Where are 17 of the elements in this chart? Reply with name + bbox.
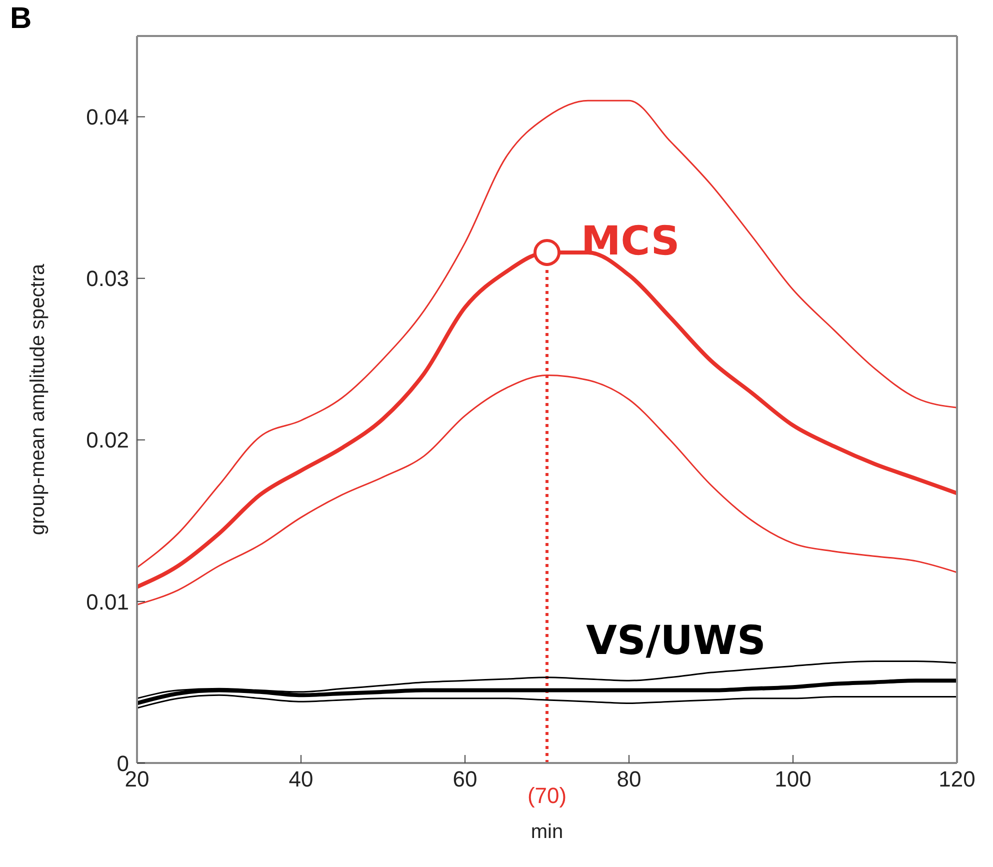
y-tick-label: 0.04 [86,104,129,130]
x-tick-label: 100 [774,766,812,792]
y-tick-label: 0.01 [86,589,129,614]
line-series [137,100,957,568]
ref-line-label: (70) [527,783,567,808]
x-tick-label: 80 [616,766,642,792]
y-tick-label: 0.03 [86,266,129,292]
chart-title: B [10,2,32,36]
line-series [137,694,957,709]
annotation: VS/UWS [586,618,766,664]
x-tick-label: 40 [288,766,314,792]
y-axis-title: group-mean amplitude spectra [27,262,50,536]
x-tick-label: 60 [452,766,478,792]
x-tick-label: 120 [938,766,976,792]
x-axis-title: min [530,821,564,843]
y-tick-label: 0.02 [86,428,129,453]
annotation: MCS [581,218,680,264]
